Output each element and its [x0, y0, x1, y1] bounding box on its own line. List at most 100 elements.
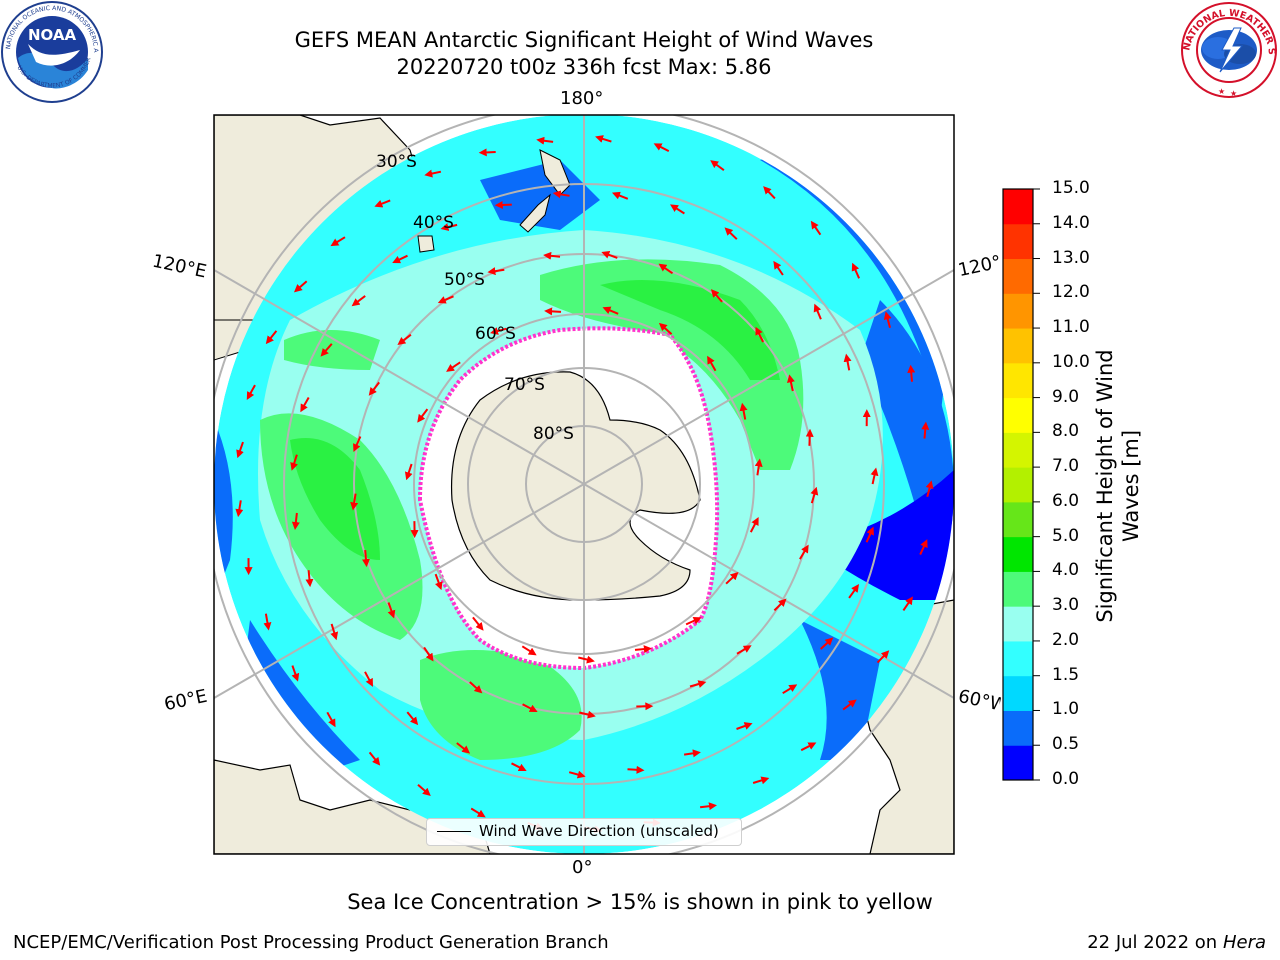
colorbar-label-line2: Waves [m]: [1119, 429, 1143, 543]
wave-direction-arrow: [351, 295, 366, 307]
legend-label: Wind Wave Direction (unscaled): [479, 822, 719, 840]
wave-direction-arrow: [353, 436, 362, 453]
wave-direction-arrow: [291, 665, 300, 682]
wave-direction-arrow: [754, 458, 763, 476]
wave-direction-arrow: [236, 441, 244, 459]
wave-direction-arrow: [763, 186, 776, 200]
wave-direction-arrow: [265, 330, 278, 345]
wave-direction-arrow: [773, 598, 787, 612]
wave-direction-arrow: [925, 480, 934, 498]
wave-direction-arrow: [699, 802, 717, 811]
wave-direction-arrow: [568, 770, 586, 779]
colorbar-swatch: [1003, 397, 1033, 433]
colorbar-swatch: [1003, 223, 1033, 260]
colorbar-tick-label: 9.0: [1052, 386, 1080, 407]
colorbar-tick-label: 10.0: [1052, 351, 1090, 372]
colorbar-swatch: [1003, 536, 1033, 572]
wave-direction-arrow: [683, 749, 701, 758]
lon-label-0: 0°: [572, 857, 593, 878]
lat-label-30s: 30°S: [376, 152, 417, 172]
wave-direction-arrow: [883, 311, 892, 328]
wave-direction-arrow: [685, 617, 702, 626]
footer-date-text: 22 Jul 2022 on: [1087, 932, 1223, 953]
wave-direction-arrow: [755, 326, 764, 343]
wave-direction-arrow: [263, 613, 272, 631]
wave-direction-arrow: [521, 645, 537, 656]
wave-direction-arrow: [810, 220, 822, 236]
wave-direction-arrow: [404, 463, 413, 481]
wave-direction-arrow: [725, 571, 739, 585]
wave-direction-arrow: [579, 710, 596, 719]
wave-direction-arrow: [870, 467, 879, 485]
wave-direction-arrow: [842, 699, 857, 711]
wave-direction-arrow: [799, 544, 809, 560]
wave-direction-arrow: [494, 200, 512, 209]
colorbar-tick-label: 15.0: [1052, 178, 1090, 198]
lon-label-180: 180°: [560, 88, 604, 109]
wave-direction-arrow: [865, 526, 874, 543]
wave-direction-arrow: [434, 573, 443, 591]
wave-direction-arrow: [536, 136, 554, 145]
colorbar-swatch: [1003, 467, 1033, 503]
wave-direction-arrow: [773, 260, 784, 276]
noaa-logo-icon: NOAA NATIONAL OCEANIC AND ATMOSPHERIC AD…: [0, 0, 103, 103]
wave-direction-arrow: [543, 251, 561, 260]
wave-direction-arrow: [424, 169, 442, 178]
wave-direction-arrow: [387, 602, 396, 619]
wave-direction-arrow: [658, 263, 674, 275]
colorbar-tick-label: 1.5: [1052, 664, 1080, 685]
wave-direction-arrow: [406, 711, 419, 726]
wave-direction-arrow: [368, 381, 380, 396]
colorbar-swatch: [1003, 745, 1033, 781]
wave-direction-arrow: [907, 364, 916, 382]
wave-direction-arrow: [627, 765, 645, 774]
colorbar-tick-label: 8.0: [1052, 421, 1080, 442]
wave-direction-arrow: [710, 160, 725, 172]
wave-direction-arrow: [478, 148, 496, 157]
footer-host: Hera: [1222, 932, 1266, 953]
wave-direction-arrow: [611, 191, 629, 200]
colorbar-swatch: [1003, 606, 1033, 642]
wave-direction-arrow: [813, 303, 822, 320]
wave-direction-arrow: [820, 637, 834, 650]
wave-direction-arrow: [658, 322, 673, 335]
footer-date: 22 Jul 2022 on Hera: [1087, 932, 1266, 953]
svg-text:★: ★: [1230, 89, 1237, 98]
wave-direction-arrow: [724, 227, 738, 240]
lat-label-80s: 80°S: [533, 424, 574, 444]
wave-direction-arrow: [291, 512, 300, 530]
wave-direction-arrow: [522, 703, 538, 713]
wave-direction-arrow: [305, 570, 314, 588]
chart-subtitle: 20220720 t00z 336h fcst Max: 5.86: [396, 55, 772, 79]
colorbar-swatch: [1003, 640, 1033, 677]
wind-wave-arrows: [235, 135, 934, 834]
wave-direction-arrow: [800, 742, 817, 752]
wave-direction-arrow: [293, 280, 308, 293]
wave-direction-arrow: [736, 722, 753, 730]
colorbar-swatch: [1003, 362, 1033, 399]
wave-direction-arrow: [330, 623, 339, 641]
wave-direction-arrow: [235, 500, 244, 518]
wave-direction-arrow: [876, 650, 890, 664]
wave-direction-arrow: [456, 742, 471, 754]
wave-direction-arrow: [361, 550, 370, 568]
wave-direction-arrow: [689, 680, 707, 688]
lat-label-60s: 60°S: [475, 324, 516, 344]
wave-direction-arrow: [710, 289, 723, 303]
wave-direction-arrow: [487, 267, 505, 276]
wave-direction-arrow: [921, 421, 930, 439]
chart-title: GEFS MEAN Antarctic Significant Height o…: [294, 28, 874, 52]
wave-direction-arrow: [446, 361, 461, 372]
wave-direction-arrow: [595, 135, 612, 143]
wave-direction-arrow: [437, 295, 454, 304]
wave-direction-arrow: [739, 402, 748, 420]
map-frame-border: [213, 114, 955, 855]
wave-direction-arrow: [919, 539, 928, 556]
colorbar-tick-label: 11.0: [1052, 317, 1090, 338]
colorbar-swatch: [1003, 328, 1033, 364]
nws-logo-icon: NATIONAL WEATHER SERVICE ★ ★: [1178, 0, 1277, 98]
svg-text:★: ★: [1218, 87, 1225, 96]
wave-direction-arrow: [749, 517, 759, 533]
colorbar-tick-label: 4.0: [1052, 560, 1080, 581]
